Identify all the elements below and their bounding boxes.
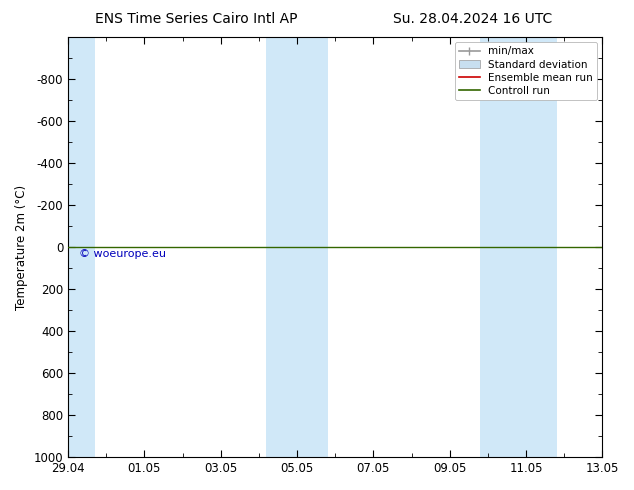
Bar	[266, 37, 328, 457]
Text: Su. 28.04.2024 16 UTC: Su. 28.04.2024 16 UTC	[393, 12, 552, 26]
Text: © woeurope.eu: © woeurope.eu	[79, 249, 165, 259]
Bar	[480, 37, 557, 457]
Bar	[62, 37, 94, 457]
Y-axis label: Temperature 2m (°C): Temperature 2m (°C)	[15, 185, 28, 310]
Legend: min/max, Standard deviation, Ensemble mean run, Controll run: min/max, Standard deviation, Ensemble me…	[455, 42, 597, 100]
Text: ENS Time Series Cairo Intl AP: ENS Time Series Cairo Intl AP	[95, 12, 297, 26]
